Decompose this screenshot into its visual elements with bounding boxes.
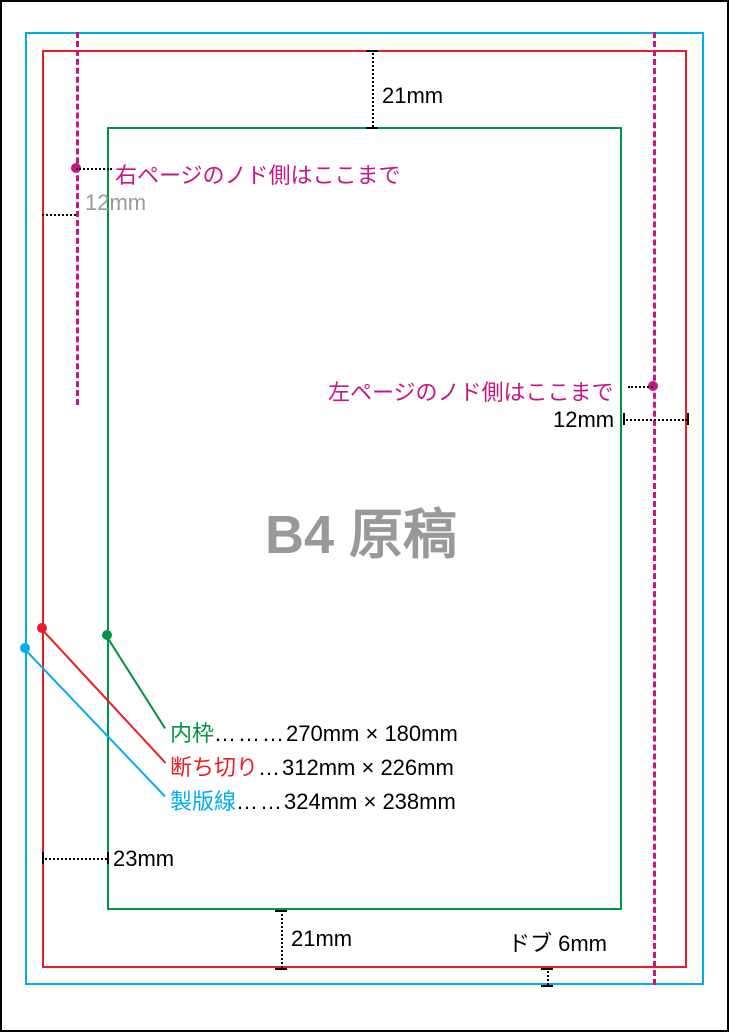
right-page-gutter-note: 右ページのノド側はここまで — [115, 158, 401, 190]
legend-leader-dot — [37, 623, 47, 633]
left-page-gutter-note: 左ページのノド側はここまで — [328, 375, 614, 407]
gutter-line-right — [653, 32, 656, 985]
legend-leader-dot — [20, 643, 30, 653]
legend-dots: ……… — [214, 721, 286, 746]
page-title: B4 原稿 — [265, 490, 457, 569]
dim-gutter-6mm: ドブ 6mm — [508, 926, 607, 958]
legend-dots: …… — [236, 789, 284, 814]
legend-value: 312mm × 226mm — [282, 755, 454, 780]
legend-value: 270mm × 180mm — [286, 721, 458, 746]
left-gutter-leader — [628, 386, 653, 388]
legend-row: 製版線……324mm × 238mm — [170, 784, 456, 816]
legend-value: 324mm × 238mm — [284, 789, 456, 814]
dim-top-21mm: 21mm — [382, 83, 443, 109]
dim-left-23mm: 23mm — [113, 846, 174, 872]
dim-bottom-21mm: 21mm — [291, 926, 352, 952]
legend-label: 製版線 — [170, 789, 236, 814]
right-gutter-12mm: 12mm — [85, 190, 146, 216]
legend-leader-dot — [102, 630, 112, 640]
right-gutter-leader — [76, 168, 112, 170]
left-gutter-12mm: 12mm — [553, 407, 614, 433]
legend-row: 断ち切り…312mm × 226mm — [170, 750, 454, 782]
legend-row: 内枠………270mm × 180mm — [170, 716, 458, 748]
legend-label: 断ち切り — [170, 755, 258, 780]
legend-dots: … — [258, 755, 282, 780]
gutter-line-left — [76, 32, 79, 405]
legend-label: 内枠 — [170, 721, 214, 746]
